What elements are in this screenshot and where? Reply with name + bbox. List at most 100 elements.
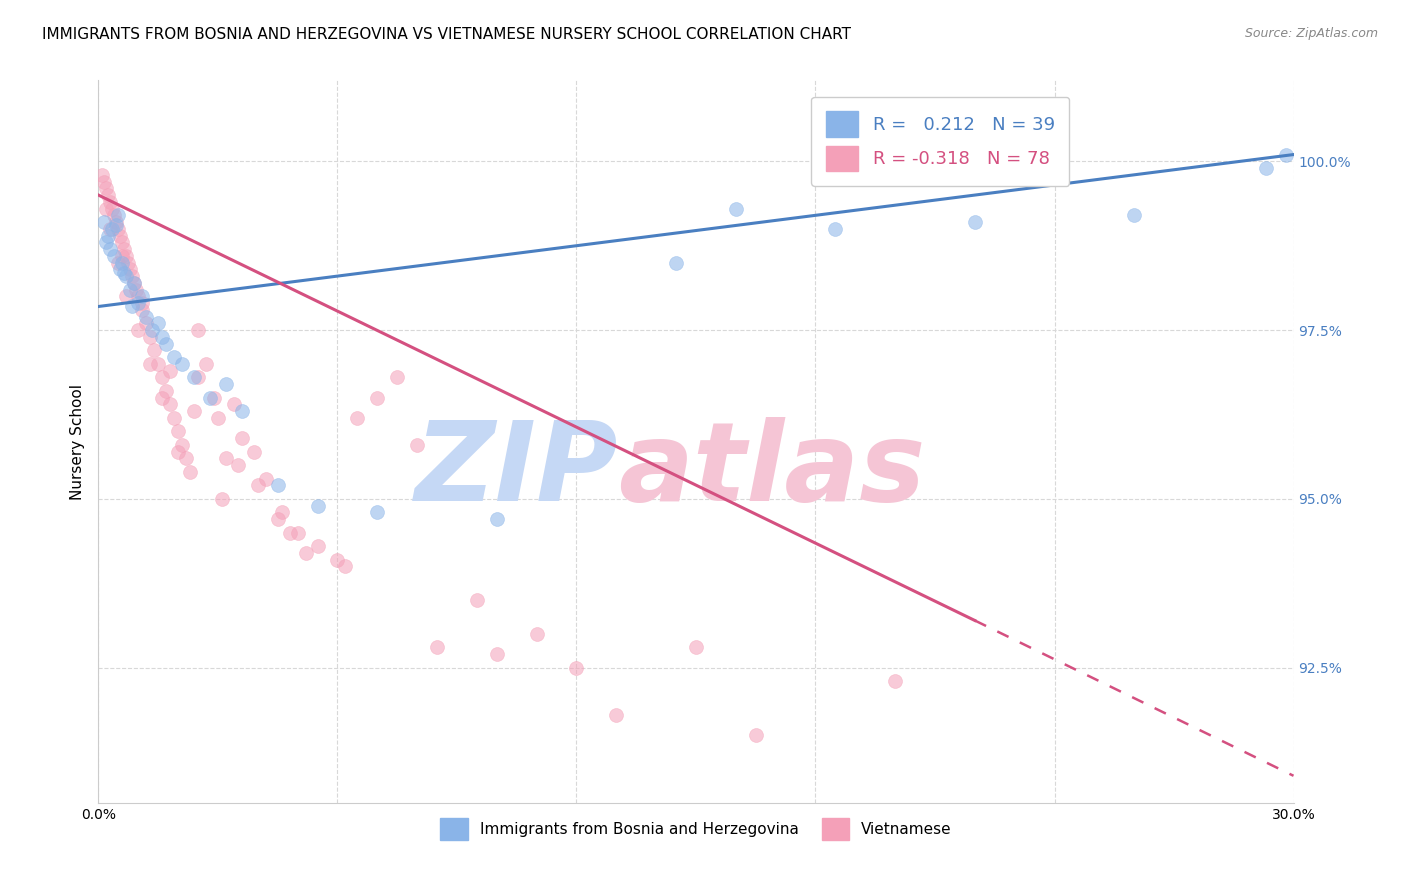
Point <box>335 559 357 574</box>
Text: Source: ZipAtlas.com: Source: ZipAtlas.com <box>1244 27 1378 40</box>
Text: ZIP: ZIP <box>415 417 619 524</box>
Point <box>98 222 122 236</box>
Point <box>105 215 128 229</box>
Point <box>121 300 143 314</box>
Point <box>665 255 688 269</box>
Point <box>111 235 134 250</box>
Point <box>131 302 153 317</box>
Point <box>207 411 229 425</box>
Point <box>231 431 253 445</box>
Point <box>346 411 368 425</box>
Y-axis label: Nursery School: Nursery School <box>69 384 84 500</box>
Point <box>127 289 149 303</box>
Point <box>115 269 138 284</box>
Point <box>155 384 177 398</box>
Point <box>135 310 157 324</box>
Point <box>159 364 181 378</box>
Point <box>485 512 508 526</box>
Point <box>107 222 129 236</box>
Point <box>150 391 173 405</box>
Point <box>963 215 986 229</box>
Point <box>96 235 118 250</box>
Point <box>97 228 120 243</box>
Point <box>294 546 316 560</box>
Point <box>131 296 153 310</box>
Point <box>222 397 245 411</box>
Point <box>366 505 388 519</box>
Point <box>103 249 125 263</box>
Point <box>215 377 238 392</box>
Point <box>426 640 449 655</box>
Point <box>148 317 170 331</box>
Point <box>172 357 194 371</box>
Point <box>127 323 149 337</box>
Point <box>120 283 142 297</box>
Legend: Immigrants from Bosnia and Herzegovina, Vietnamese: Immigrants from Bosnia and Herzegovina, … <box>434 812 957 846</box>
Point <box>307 499 329 513</box>
Point <box>267 512 290 526</box>
Point <box>139 357 162 371</box>
Point <box>287 525 309 540</box>
Point <box>685 640 707 655</box>
Point <box>115 249 138 263</box>
Point <box>172 438 194 452</box>
Point <box>243 444 266 458</box>
Point <box>187 370 209 384</box>
Point <box>174 451 197 466</box>
Point <box>745 728 768 742</box>
Point <box>93 215 115 229</box>
Point <box>111 249 134 263</box>
Point <box>195 357 218 371</box>
Point <box>96 202 118 216</box>
Point <box>141 323 163 337</box>
Point <box>150 370 173 384</box>
Point <box>117 255 139 269</box>
Point <box>91 168 114 182</box>
Point <box>115 289 138 303</box>
Point <box>406 438 429 452</box>
Point <box>884 674 907 689</box>
Point <box>267 478 290 492</box>
Point <box>183 370 205 384</box>
Point <box>226 458 249 472</box>
Point <box>112 242 135 256</box>
Point <box>824 222 846 236</box>
Point <box>103 208 125 222</box>
Point <box>326 552 349 566</box>
Point <box>98 242 122 256</box>
Text: atlas: atlas <box>619 417 925 524</box>
Point <box>254 472 277 486</box>
Point <box>110 262 132 277</box>
Point <box>179 465 201 479</box>
Point <box>148 357 170 371</box>
Point <box>121 269 143 284</box>
Point <box>97 188 120 202</box>
Point <box>98 194 122 209</box>
Point <box>107 208 129 222</box>
Point <box>159 397 181 411</box>
Point <box>124 276 146 290</box>
Point <box>163 411 186 425</box>
Point <box>278 525 301 540</box>
Point <box>198 391 221 405</box>
Point <box>155 336 177 351</box>
Text: IMMIGRANTS FROM BOSNIA AND HERZEGOVINA VS VIETNAMESE NURSERY SCHOOL CORRELATION : IMMIGRANTS FROM BOSNIA AND HERZEGOVINA V… <box>42 27 851 42</box>
Point <box>465 593 488 607</box>
Point <box>163 350 186 364</box>
Point <box>131 289 153 303</box>
Point <box>127 296 149 310</box>
Point <box>385 370 409 384</box>
Point <box>139 330 162 344</box>
Point <box>111 255 134 269</box>
Point <box>215 451 238 466</box>
Point <box>565 661 588 675</box>
Point <box>211 491 233 506</box>
Point <box>167 425 190 439</box>
Point <box>101 222 124 236</box>
Point <box>96 181 118 195</box>
Point <box>605 708 627 723</box>
Point <box>125 283 148 297</box>
Point <box>724 202 747 216</box>
Point <box>124 276 146 290</box>
Point <box>93 175 115 189</box>
